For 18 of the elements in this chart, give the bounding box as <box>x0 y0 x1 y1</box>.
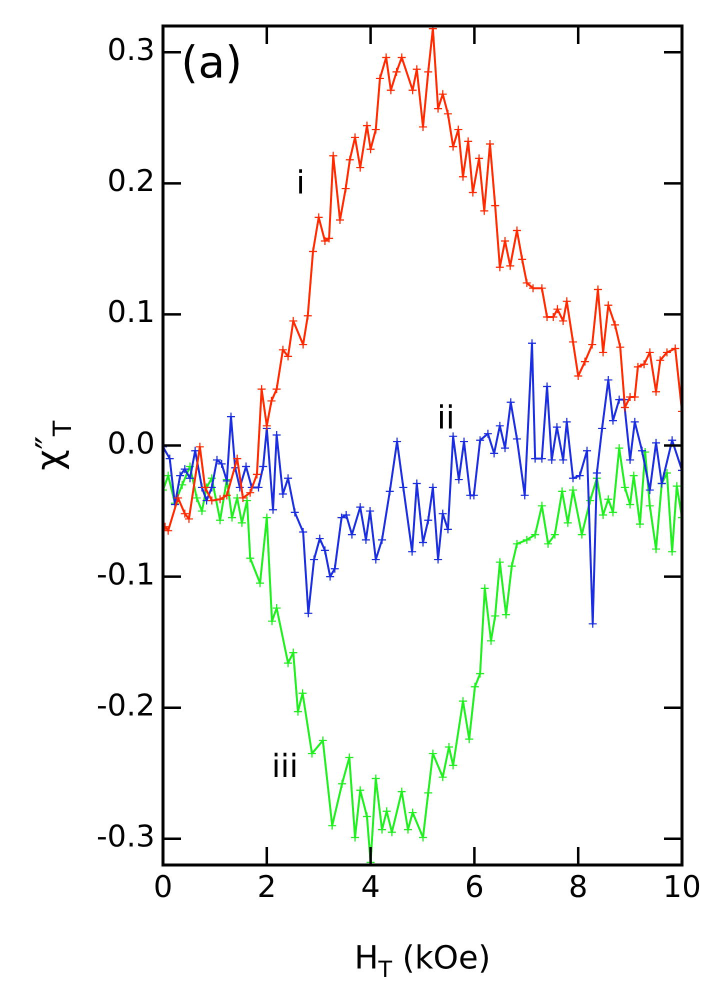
y-tick-label: 0.0 <box>107 426 155 462</box>
series-label: i <box>296 164 305 202</box>
x-tick-label: 4 <box>361 870 380 905</box>
x-tick-label: 10 <box>662 870 702 905</box>
y-tick-label: -0.1 <box>96 557 155 592</box>
y-tick-label: 0.2 <box>107 164 155 200</box>
y-axis-title: χ″T <box>29 420 78 470</box>
x-tick-label: 0 <box>153 870 173 905</box>
y-tick-label: -0.3 <box>96 820 155 855</box>
series-label: ii <box>436 398 455 437</box>
y-tick-label: 0.3 <box>107 33 155 68</box>
y-tick-label: 0.1 <box>107 295 155 330</box>
x-tick-label: 8 <box>568 870 588 905</box>
x-tick-label: 6 <box>464 870 484 905</box>
y-tick-label: -0.2 <box>96 688 155 724</box>
x-tick-label: 2 <box>257 870 276 905</box>
series-label: iii <box>272 746 298 785</box>
annotation: (a) <box>181 37 242 88</box>
